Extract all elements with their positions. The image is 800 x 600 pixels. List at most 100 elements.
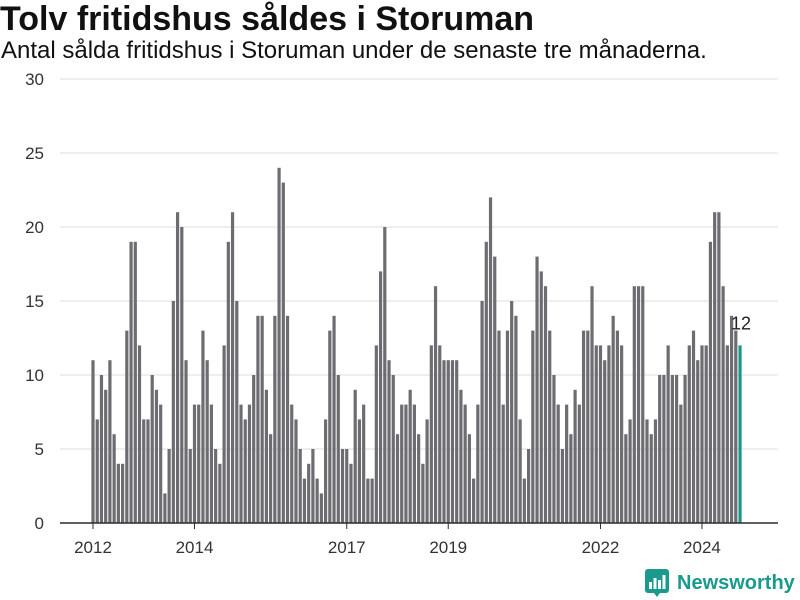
bar	[226, 241, 230, 524]
bar	[112, 434, 116, 523]
bar	[691, 330, 696, 523]
bar	[374, 345, 378, 523]
newsworthy-logo: Newsworthy	[645, 569, 795, 597]
bar	[167, 449, 171, 523]
chart-title: Tolv fritidshus såldes i Storuman	[0, 0, 535, 38]
bar	[408, 389, 412, 523]
bar	[269, 434, 273, 523]
bar	[214, 449, 218, 523]
bar	[188, 449, 192, 523]
bar	[319, 493, 323, 523]
bar	[175, 212, 180, 523]
bar	[239, 404, 243, 523]
bar	[383, 227, 387, 523]
y-tick-label: 10	[25, 366, 44, 385]
bar	[184, 360, 188, 523]
y-tick-label: 30	[25, 70, 44, 89]
bar	[104, 389, 108, 523]
newsworthy-logo-icon	[645, 569, 669, 597]
bar	[99, 375, 104, 523]
bar	[205, 360, 209, 523]
bar	[340, 449, 345, 523]
bar	[603, 360, 607, 523]
bar	[472, 478, 476, 523]
bar	[531, 330, 535, 523]
bar	[725, 345, 729, 523]
bar	[395, 434, 400, 523]
y-tick-label: 25	[25, 144, 44, 163]
bar	[294, 419, 298, 523]
bar	[734, 330, 738, 523]
bar	[560, 449, 565, 523]
bar	[450, 360, 455, 523]
bar	[666, 345, 670, 523]
bar	[556, 404, 560, 523]
bar	[480, 301, 484, 523]
bar	[163, 493, 167, 523]
bar	[400, 404, 404, 523]
bar	[201, 330, 205, 523]
bar	[307, 463, 311, 523]
bar	[290, 404, 294, 523]
bar	[662, 375, 666, 523]
bar	[497, 330, 501, 523]
value-label: 12	[731, 313, 751, 333]
bar	[535, 256, 539, 523]
bar	[543, 286, 548, 523]
bar	[421, 463, 425, 523]
bar	[264, 389, 268, 523]
bar	[298, 449, 302, 523]
x-tick-label: 2012	[74, 538, 112, 557]
bar	[332, 315, 336, 523]
x-tick-label: 2017	[328, 538, 366, 557]
bar	[670, 375, 674, 523]
bar	[645, 419, 649, 523]
newsworthy-logo-text: Newsworthy	[677, 572, 795, 594]
bar	[252, 375, 256, 523]
bar	[192, 404, 197, 523]
bar	[455, 360, 459, 523]
bar	[425, 419, 429, 523]
bar	[273, 315, 277, 523]
x-tick-label: 2024	[683, 538, 721, 557]
bar	[463, 404, 467, 523]
bar	[222, 345, 226, 523]
bar	[336, 375, 340, 523]
bar	[154, 389, 159, 523]
bar	[378, 271, 383, 523]
bar	[302, 478, 307, 523]
bar	[230, 212, 235, 523]
bar	[607, 345, 611, 523]
bar	[522, 478, 526, 523]
y-tick-label: 20	[25, 218, 44, 237]
bar	[721, 286, 725, 523]
bar	[615, 330, 619, 523]
bar	[281, 182, 285, 523]
y-tick-label: 0	[35, 514, 44, 533]
bar	[197, 404, 201, 523]
bar	[235, 301, 239, 523]
bar	[510, 301, 514, 523]
bar	[95, 419, 99, 523]
bar	[493, 256, 497, 523]
bar	[91, 360, 95, 523]
bar	[133, 241, 137, 524]
bar	[552, 375, 556, 523]
bar	[243, 419, 247, 523]
y-tick-label: 5	[35, 440, 44, 459]
bar	[700, 345, 704, 523]
bar	[518, 419, 522, 523]
bar	[125, 330, 129, 523]
bar	[357, 419, 362, 523]
chart-subtitle: Antal sålda fritidshus i Storuman under …	[1, 37, 707, 64]
bar	[366, 478, 370, 523]
bar	[180, 227, 184, 523]
bar	[150, 375, 154, 523]
bar	[328, 330, 332, 523]
bar	[526, 449, 531, 523]
bar	[412, 404, 417, 523]
bar	[590, 286, 594, 523]
bar	[713, 212, 717, 523]
bar	[628, 419, 632, 523]
